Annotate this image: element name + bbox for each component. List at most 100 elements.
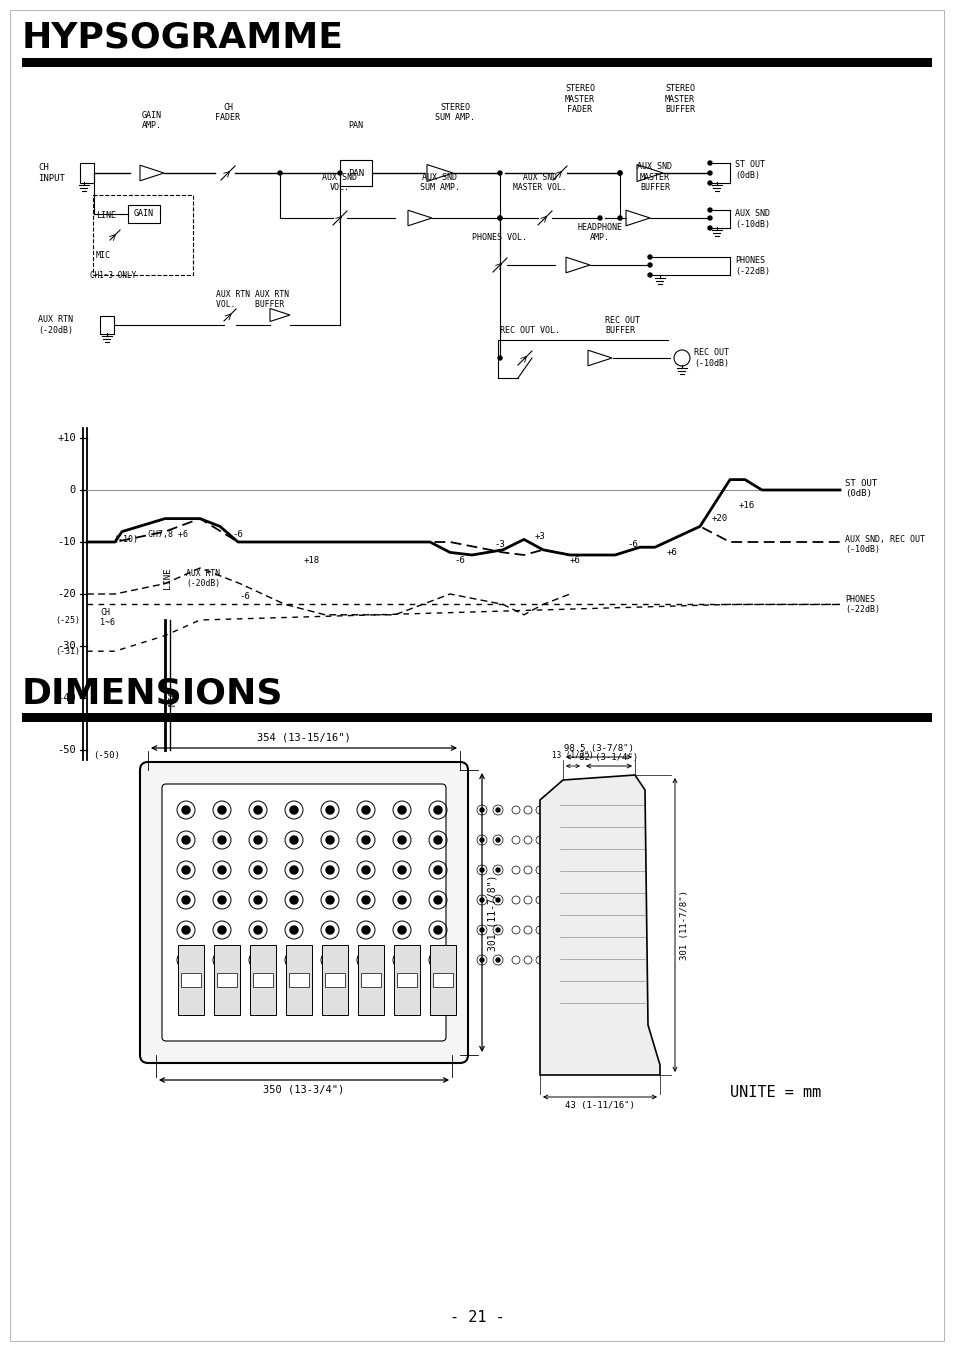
Text: -3: -3 xyxy=(494,540,505,549)
Circle shape xyxy=(182,836,190,844)
Circle shape xyxy=(707,181,711,185)
Text: AUX SND
(-10dB): AUX SND (-10dB) xyxy=(734,209,769,228)
Circle shape xyxy=(707,216,711,220)
Polygon shape xyxy=(587,350,612,366)
Bar xyxy=(80,163,94,182)
Circle shape xyxy=(497,216,501,220)
Circle shape xyxy=(397,866,406,874)
Text: AUX SND
MASTER
BUFFER: AUX SND MASTER BUFFER xyxy=(637,162,672,192)
Circle shape xyxy=(496,958,499,962)
Circle shape xyxy=(182,866,190,874)
Bar xyxy=(92,195,193,276)
Circle shape xyxy=(361,836,370,844)
Circle shape xyxy=(434,957,441,965)
Circle shape xyxy=(290,807,297,815)
Bar xyxy=(216,973,236,988)
Circle shape xyxy=(397,957,406,965)
Text: +16: +16 xyxy=(739,501,754,511)
Bar xyxy=(100,316,113,334)
Text: (-10): (-10) xyxy=(112,535,138,544)
Text: PHONES
(-22dB): PHONES (-22dB) xyxy=(734,257,769,276)
Circle shape xyxy=(479,958,483,962)
Circle shape xyxy=(218,925,226,934)
FancyBboxPatch shape xyxy=(140,762,468,1063)
Text: +6: +6 xyxy=(569,555,579,565)
Circle shape xyxy=(479,898,483,902)
Text: UNITE = mm: UNITE = mm xyxy=(729,1085,821,1100)
Circle shape xyxy=(253,866,262,874)
Text: -6: -6 xyxy=(455,555,465,565)
Bar xyxy=(181,973,201,988)
Text: GAIN: GAIN xyxy=(133,209,153,219)
Polygon shape xyxy=(270,308,290,322)
Circle shape xyxy=(434,807,441,815)
Circle shape xyxy=(361,866,370,874)
Circle shape xyxy=(647,273,651,277)
Circle shape xyxy=(218,957,226,965)
Circle shape xyxy=(290,925,297,934)
Circle shape xyxy=(479,928,483,932)
Circle shape xyxy=(707,172,711,176)
Circle shape xyxy=(182,896,190,904)
Text: REC OUT
BUFFER: REC OUT BUFFER xyxy=(604,316,639,335)
Polygon shape xyxy=(625,211,649,226)
Bar xyxy=(339,159,372,186)
Text: PHONES VOL.: PHONES VOL. xyxy=(472,232,527,242)
Bar xyxy=(128,205,160,223)
Text: +18: +18 xyxy=(304,555,319,565)
Text: CH
1~6: CH 1~6 xyxy=(100,608,115,627)
Circle shape xyxy=(361,896,370,904)
Text: HYPSOGRAMME: HYPSOGRAMME xyxy=(22,22,344,55)
Circle shape xyxy=(326,957,334,965)
Text: REC OUT
(-10dB): REC OUT (-10dB) xyxy=(693,349,728,367)
Text: STEREO
MASTER
FADER: STEREO MASTER FADER xyxy=(564,84,595,113)
Circle shape xyxy=(182,807,190,815)
Text: AUX SND, REC OUT
(-10dB): AUX SND, REC OUT (-10dB) xyxy=(844,535,924,554)
Circle shape xyxy=(253,957,262,965)
Circle shape xyxy=(337,172,341,176)
Circle shape xyxy=(326,807,334,815)
Circle shape xyxy=(290,957,297,965)
Text: 301 (11-7/8"): 301 (11-7/8") xyxy=(679,890,688,961)
Text: CH
INPUT: CH INPUT xyxy=(38,163,65,182)
Bar xyxy=(357,944,384,1015)
Text: -6: -6 xyxy=(239,592,250,601)
Text: LINE: LINE xyxy=(96,211,116,219)
Text: STEREO
SUM AMP.: STEREO SUM AMP. xyxy=(435,103,475,122)
Text: DIMENSIONS: DIMENSIONS xyxy=(22,676,283,711)
Text: 43 (1-11/16"): 43 (1-11/16") xyxy=(564,1101,635,1111)
Circle shape xyxy=(253,807,262,815)
Text: -20: -20 xyxy=(57,589,76,598)
Polygon shape xyxy=(427,165,453,181)
Text: 0: 0 xyxy=(70,485,76,494)
Bar xyxy=(325,973,345,988)
Text: REC OUT VOL.: REC OUT VOL. xyxy=(499,326,559,335)
Circle shape xyxy=(290,836,297,844)
FancyBboxPatch shape xyxy=(162,784,446,1042)
Text: - 21 -: - 21 - xyxy=(449,1310,504,1325)
Text: -10: -10 xyxy=(57,536,76,547)
Circle shape xyxy=(397,896,406,904)
Circle shape xyxy=(497,216,501,220)
Text: -50: -50 xyxy=(57,744,76,755)
Circle shape xyxy=(496,867,499,871)
Circle shape xyxy=(618,216,621,220)
Text: (-31): (-31) xyxy=(55,647,80,655)
Text: MIC: MIC xyxy=(96,250,111,259)
Text: 301 (11-7/8"): 301 (11-7/8") xyxy=(488,874,497,951)
Text: (-25): (-25) xyxy=(55,616,80,624)
Text: CH
FADER: CH FADER xyxy=(215,103,240,122)
Text: -40: -40 xyxy=(57,693,76,703)
Circle shape xyxy=(647,263,651,267)
Bar xyxy=(322,944,348,1015)
Circle shape xyxy=(290,866,297,874)
Text: ST OUT
(0dB): ST OUT (0dB) xyxy=(734,161,764,180)
Circle shape xyxy=(496,928,499,932)
Circle shape xyxy=(618,172,621,176)
Bar xyxy=(396,973,416,988)
Text: +6: +6 xyxy=(666,549,677,557)
Text: CH1~3 ONLY: CH1~3 ONLY xyxy=(90,270,136,280)
Text: 98.5 (3-7/8"): 98.5 (3-7/8") xyxy=(563,744,634,753)
Text: ST OUT
(0dB): ST OUT (0dB) xyxy=(844,478,877,499)
Text: PAN: PAN xyxy=(348,169,364,177)
